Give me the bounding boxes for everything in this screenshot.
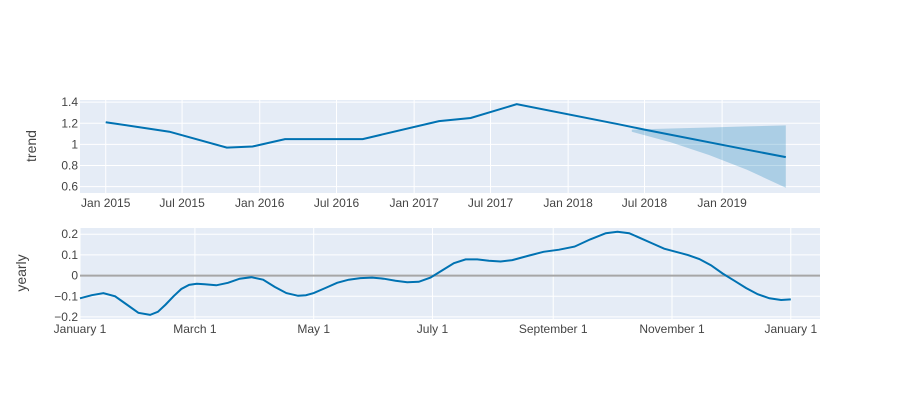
x-tick-label: July 1 [417, 322, 449, 336]
x-tick-label: May 1 [297, 322, 330, 336]
x-tick-label: March 1 [173, 322, 217, 336]
trend-uncertainty-band [631, 125, 786, 188]
x-tick-label: Jan 2018 [543, 196, 593, 210]
x-tick-label: November 1 [639, 322, 705, 336]
x-tick-label: January 1 [764, 322, 817, 336]
x-tick-label: Jan 2019 [697, 196, 747, 210]
trend-axis-title: trend [23, 130, 39, 162]
trend-x-tick-labels: Jan 2015 Jul 2015 Jan 2016 Jul 2016 Jan 2017… [81, 196, 747, 210]
yearly-line [79, 230, 791, 316]
yearly-gridlines [79, 228, 820, 319]
yearly-x-tick-labels: January 1 March 1 May 1 July 1 September 1 No… [54, 322, 818, 336]
x-tick-label: Jan 2015 [81, 196, 131, 210]
y-tick-label: 0.2 [61, 227, 78, 241]
x-tick-label: Jan 2016 [235, 196, 285, 210]
trend-gridlines [80, 100, 820, 193]
yearly-panel: January 1 March 1 May 1 July 1 September 1 No… [13, 227, 820, 336]
x-tick-label: Jul 2016 [314, 196, 360, 210]
y-tick-label: −0.2 [54, 310, 78, 324]
x-tick-label: Jul 2018 [622, 196, 668, 210]
x-tick-label: September 1 [519, 322, 588, 336]
yearly-plot-background [80, 228, 820, 319]
y-tick-label: 1.2 [61, 116, 78, 130]
x-tick-label: Jul 2015 [159, 196, 205, 210]
yearly-axis-title: yearly [13, 254, 29, 291]
y-tick-label: 0.6 [61, 180, 78, 194]
x-tick-label: Jan 2017 [389, 196, 439, 210]
yearly-y-tick-labels: −0.2 −0.1 0 0.1 0.2 [54, 227, 78, 324]
y-tick-label: 1.4 [61, 95, 78, 109]
x-tick-label: Jul 2017 [468, 196, 514, 210]
trend-plot-background [80, 100, 820, 193]
y-tick-label: −0.1 [54, 289, 78, 303]
trend-panel: Jan 2015 Jul 2015 Jan 2016 Jul 2016 Jan 2017… [23, 95, 820, 210]
y-tick-label: 0.8 [61, 159, 78, 173]
trend-line [105, 103, 786, 159]
y-tick-label: 0 [71, 269, 78, 283]
y-tick-label: 0.1 [61, 248, 78, 262]
trend-y-tick-labels: 0.6 0.8 1 1.2 1.4 [61, 95, 78, 194]
y-tick-label: 1 [71, 137, 78, 151]
x-tick-label: January 1 [54, 322, 107, 336]
